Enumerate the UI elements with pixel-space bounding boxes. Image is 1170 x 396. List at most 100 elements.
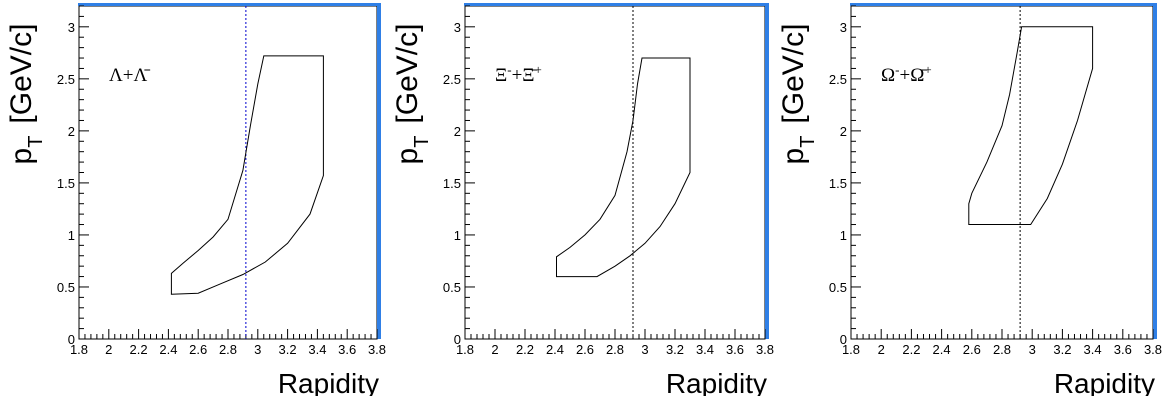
- particle-label: Ξ-+Ξ̄+: [495, 62, 542, 87]
- y-axis-title: pT [GeV/c]: [5, 24, 47, 165]
- y-tick-label: 0.5: [829, 280, 847, 295]
- y-tick-label: 1: [840, 228, 847, 243]
- y-axis-symbol: p: [391, 148, 424, 165]
- y-axis-symbol: p: [777, 148, 810, 165]
- y-axis-unit: [GeV/c]: [777, 24, 810, 124]
- y-tick-label: 2: [454, 124, 461, 139]
- x-tick-label: 2.8: [606, 342, 624, 357]
- y-tick-label: 0: [840, 332, 847, 347]
- chart-panel-2: 1.8 2 2.2 2.4 2.6 2.8 3 3.2 3.4 3.6 3.8 0 0.5 1 1.5 2 2.…: [391, 3, 774, 396]
- y-tick-label: 1.5: [443, 176, 461, 191]
- chart-panel-1: 1.8 2 2.2 2.4 2.6 2.8 3 3.2 3.4 3.6 3.8 0 0.5 1 1.5 2 2.…: [5, 3, 386, 396]
- x-tick-label: 3.4: [1084, 342, 1102, 357]
- particle-label-part: +: [899, 65, 910, 86]
- particle-label-part: Ξ: [495, 65, 507, 86]
- y-tick-label: 0.5: [443, 280, 461, 295]
- y-tick-label: 2.5: [829, 72, 847, 87]
- x-tick-label: 3.2: [666, 342, 684, 357]
- x-tick-label: 2.2: [902, 342, 920, 357]
- particle-label-part: +: [512, 65, 523, 86]
- y-axis-symbol: p: [5, 148, 38, 165]
- x-tick-label: 2.8: [993, 342, 1011, 357]
- y-tick-label: 3: [454, 20, 461, 35]
- x-tick-label: 3: [641, 342, 648, 357]
- y-axis-subscript: T: [797, 136, 819, 148]
- x-tick-label: 3.8: [1144, 342, 1162, 357]
- y-tick-label: 2.5: [443, 72, 461, 87]
- frame-edge-right: [377, 3, 381, 339]
- x-tick-label: 2.6: [963, 342, 981, 357]
- x-axis-title: Rapidity: [666, 368, 767, 396]
- y-axis-unit: [GeV/c]: [5, 24, 38, 124]
- frame-edge-top: [78, 3, 381, 6]
- x-tick-label: 2.2: [516, 342, 534, 357]
- x-tick-label: 3.4: [696, 342, 714, 357]
- y-tick-label: 1.5: [829, 176, 847, 191]
- particle-label-part: -: [507, 62, 511, 77]
- y-axis-title: pT [GeV/c]: [391, 24, 433, 165]
- x-tick-label: 3.4: [308, 342, 326, 357]
- particle-label-part: -: [895, 62, 899, 77]
- x-tick-label: 3.8: [368, 342, 386, 357]
- acceptance-contour: [968, 26, 1094, 225]
- plot-frame: [78, 5, 378, 340]
- particle-label: Λ+Λ̄: [109, 65, 150, 86]
- y-tick-label: 1: [454, 228, 461, 243]
- y-tick-label: 2.5: [57, 72, 75, 87]
- acceptance-contour: [170, 55, 324, 295]
- x-tick-label: 2.4: [546, 342, 564, 357]
- y-tick-label: 3: [68, 20, 75, 35]
- particle-label-part: +: [535, 62, 542, 77]
- particle-label-part: Ω: [881, 65, 895, 86]
- x-tick-label: 2.8: [219, 342, 237, 357]
- y-tick-label: 2: [840, 124, 847, 139]
- x-tick-label: 2.4: [933, 342, 951, 357]
- x-axis-title: Rapidity: [278, 368, 379, 396]
- y-tick-label: 1.5: [57, 176, 75, 191]
- frame-edge-top: [850, 3, 1157, 6]
- x-tick-label: 2.6: [576, 342, 594, 357]
- x-tick-label: 3.6: [726, 342, 744, 357]
- acceptance-contour: [556, 57, 691, 278]
- y-axis-unit: [GeV/c]: [391, 24, 424, 124]
- plot-frame: [464, 5, 766, 340]
- y-axis-title: pT [GeV/c]: [777, 24, 819, 165]
- particle-label-part: Λ: [109, 65, 123, 86]
- y-tick-label: 2: [68, 124, 75, 139]
- frame-edge-right: [1153, 3, 1157, 339]
- particle-label-part: Λ̄: [134, 65, 151, 86]
- y-tick-label: 0.5: [57, 280, 75, 295]
- particle-label-part: +: [924, 62, 931, 77]
- particle-label-part: Ω̄: [910, 65, 927, 86]
- x-tick-label: 3: [1029, 342, 1036, 357]
- x-tick-label: 1.8: [70, 342, 88, 357]
- x-tick-label: 2.2: [130, 342, 148, 357]
- y-axis-subscript: T: [411, 136, 433, 148]
- y-axis-subscript: T: [25, 136, 47, 148]
- x-tick-label: 1.8: [456, 342, 474, 357]
- chart-panel-3: 1.8 2 2.2 2.4 2.6 2.8 3 3.2 3.4 3.6 3.8 0 0.5 1 1.5 2 2.…: [777, 3, 1162, 396]
- x-tick-label: 3.6: [1114, 342, 1132, 357]
- frame-edge-top: [464, 3, 769, 6]
- x-tick-label: 2: [491, 342, 498, 357]
- y-tick-label: 0: [68, 332, 75, 347]
- x-tick-label: 2: [878, 342, 885, 357]
- x-tick-label: 3.2: [279, 342, 297, 357]
- y-tick-label: 3: [840, 20, 847, 35]
- particle-label-part: +: [123, 65, 134, 86]
- particle-label-part: Ξ̄: [522, 65, 537, 86]
- frame-edge-right: [765, 3, 769, 339]
- plot-frame: [850, 5, 1154, 340]
- x-tick-label: 2.4: [159, 342, 177, 357]
- x-tick-label: 3: [254, 342, 261, 357]
- y-tick-label: 0: [454, 332, 461, 347]
- x-tick-label: 2.6: [189, 342, 207, 357]
- y-tick-label: 1: [68, 228, 75, 243]
- x-tick-label: 1.8: [842, 342, 860, 357]
- particle-label: Ω-+Ω̄+: [881, 62, 932, 87]
- x-tick-label: 3.6: [338, 342, 356, 357]
- x-tick-label: 2: [105, 342, 112, 357]
- x-axis-title: Rapidity: [1054, 368, 1155, 396]
- x-tick-label: 3.2: [1053, 342, 1071, 357]
